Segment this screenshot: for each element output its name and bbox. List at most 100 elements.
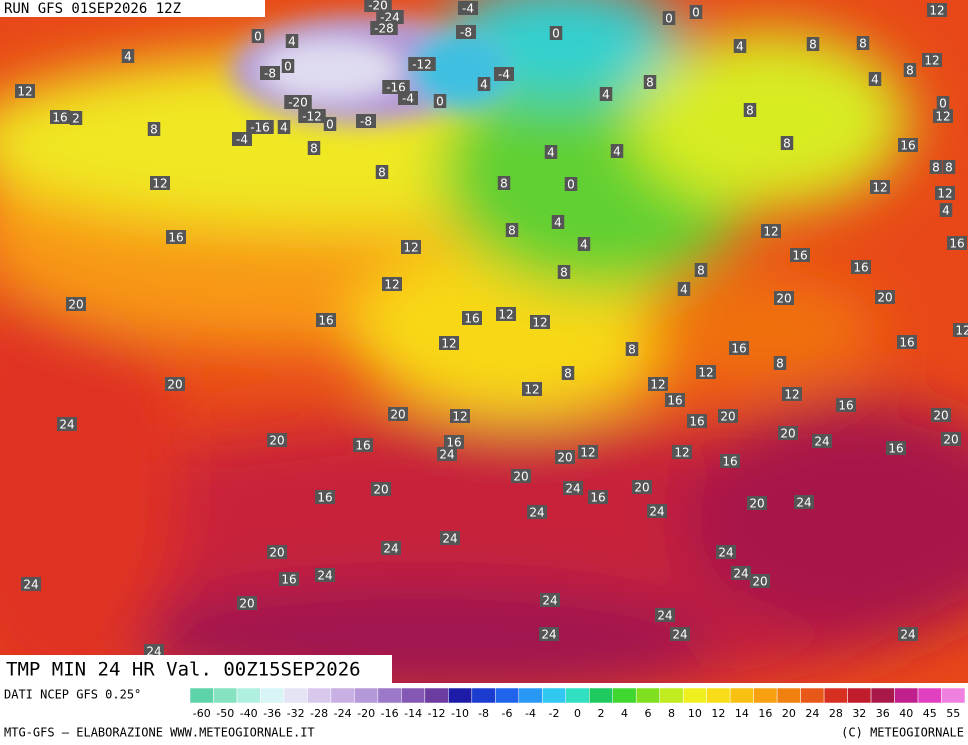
label-box [444, 435, 464, 449]
label-box [439, 336, 459, 350]
temp-label: 20 [749, 497, 764, 511]
label-box [655, 608, 675, 622]
label-box [929, 160, 943, 174]
temp-label: 4 [613, 145, 621, 159]
colorbar-label: 55 [946, 707, 960, 720]
temp-label: 16 [446, 436, 461, 450]
temp-label: 24 [672, 628, 687, 642]
label-box [561, 366, 575, 380]
temp-label: 4 [547, 146, 555, 160]
label-box [277, 120, 291, 134]
temp-label: 12 [17, 85, 32, 99]
label-box [356, 114, 376, 128]
temp-label: 4 [736, 40, 744, 54]
colorbar-swatch [659, 687, 684, 704]
label-box [165, 377, 185, 391]
temp-label: 16 [168, 231, 183, 245]
label-box [381, 541, 401, 555]
temp-label: 12 [924, 54, 939, 68]
temp-label: 24 [59, 418, 74, 432]
temp-label: 8 [746, 104, 754, 118]
label-box [15, 84, 35, 98]
label-box [696, 365, 716, 379]
label-box [307, 141, 321, 155]
temp-label: 8 [783, 137, 791, 151]
source: DATI NCEP GFS 0.25° [4, 688, 141, 702]
label-box [875, 290, 895, 304]
colorbar-swatch [495, 687, 520, 704]
colorbar-swatch [401, 687, 426, 704]
temp-label: -12 [302, 110, 322, 124]
label-box [370, 21, 398, 35]
temp-label: 12 [524, 383, 539, 397]
label-box [599, 87, 613, 101]
label-box [733, 39, 747, 53]
label-box [632, 480, 652, 494]
label-box [540, 593, 560, 607]
label-box [496, 307, 516, 321]
label-box [388, 407, 408, 421]
temp-label: 16 [281, 573, 296, 587]
colorbar-label: 28 [829, 707, 843, 720]
colorbar-swatch [941, 687, 966, 704]
temp-label: 16 [355, 439, 370, 453]
temp-label: 16 [317, 491, 332, 505]
temp-label: -16 [250, 121, 270, 135]
colorbar-label: -4 [525, 707, 536, 720]
colorbar-swatch [870, 687, 895, 704]
temp-label: 12 [532, 316, 547, 330]
label-box [935, 186, 955, 200]
label-box [665, 393, 685, 407]
colorbar-label: -24 [334, 707, 352, 720]
temp-label: 12 [937, 187, 952, 201]
temp-label: 8 [809, 38, 817, 52]
temp-label: 12 [784, 388, 799, 402]
colorbar-label: 4 [621, 707, 628, 720]
colorbar-label: 14 [735, 707, 749, 720]
label-box [780, 136, 794, 150]
label-box [375, 165, 389, 179]
label-box [836, 398, 856, 412]
label-box [497, 176, 511, 190]
temp-label: -28 [374, 22, 394, 36]
temp-label: 4 [680, 283, 688, 297]
label-box [898, 627, 918, 641]
copyright: (C) METEOGIORNALE [841, 726, 964, 740]
temp-label: 24 [541, 628, 556, 642]
temp-label: 16 [318, 314, 333, 328]
label-box [298, 109, 326, 123]
label-box [778, 426, 798, 440]
temp-label: 8 [859, 37, 867, 51]
temp-label: 8 [646, 76, 654, 90]
label-box [942, 160, 956, 174]
temp-label: 0 [326, 118, 334, 132]
label-box [353, 438, 373, 452]
label-box [539, 627, 559, 641]
colorbar-swatch [682, 687, 707, 704]
temp-label: 24 [439, 448, 454, 462]
colorbar-swatch [565, 687, 590, 704]
label-box [782, 387, 802, 401]
temp-label: 24 [383, 542, 398, 556]
label-box [851, 260, 871, 274]
colorbar-swatch [213, 687, 238, 704]
temp-label: 0 [552, 27, 560, 41]
temp-label: -8 [264, 67, 276, 81]
colorbar-swatch [753, 687, 778, 704]
temp-label: 20 [557, 451, 572, 465]
colorbar-label: -2 [549, 707, 560, 720]
label-box [246, 120, 274, 134]
colorbar-label: -32 [287, 707, 305, 720]
temp-label: 8 [776, 357, 784, 371]
credit: MTG-GFS — ELABORAZIONE WWW.METEOGIORNALE… [4, 726, 315, 740]
colorbar: -60 -50 -40 -36 -32 -28 -24 -20 -16 -14 -12 -10 -8 -6… [189, 687, 966, 720]
label-box [232, 132, 252, 146]
temp-label: 12 [580, 446, 595, 460]
temp-label: 20 [720, 410, 735, 424]
temp-label: -4 [402, 92, 414, 106]
temp-label: 12 [403, 241, 418, 255]
label-box [382, 80, 410, 94]
temp-label: 12 [763, 225, 778, 239]
label-box [458, 1, 478, 15]
temp-label: 0 [254, 30, 262, 44]
